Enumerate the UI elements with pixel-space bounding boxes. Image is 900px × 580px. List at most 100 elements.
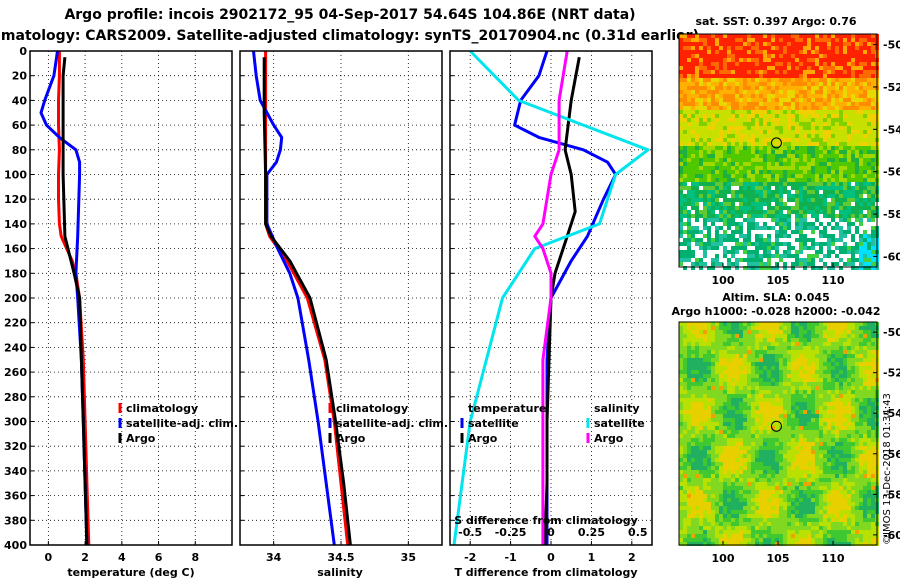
heatmap-cell [863, 90, 867, 94]
heatmap-cell [687, 206, 691, 210]
heatmap-cell [759, 234, 763, 238]
heatmap-cell [699, 362, 703, 366]
heatmap-cell [847, 358, 851, 362]
heatmap-cell [835, 126, 839, 130]
heatmap-cell [719, 346, 723, 350]
heatmap-cell [735, 186, 739, 190]
heatmap-cell [871, 362, 875, 366]
heatmap-cell [787, 378, 791, 382]
heatmap-cell [871, 414, 875, 418]
heatmap-cell [715, 86, 719, 90]
heatmap-cell [863, 386, 867, 390]
heatmap-cell [723, 462, 727, 466]
heatmap-cell [759, 366, 763, 370]
heatmap-cell [691, 390, 695, 394]
heatmap-cell [831, 370, 835, 374]
heatmap-cell [819, 186, 823, 190]
heatmap-cell [687, 242, 691, 246]
heatmap-cell [803, 430, 807, 434]
heatmap-cell [839, 366, 843, 370]
heatmap-cell [727, 174, 731, 178]
heatmap-cell [791, 330, 795, 334]
heatmap-cell [679, 246, 683, 250]
heatmap-cell [695, 266, 699, 270]
heatmap-cell [871, 54, 875, 58]
heatmap-cell [715, 94, 719, 98]
heatmap-cell [831, 86, 835, 90]
heatmap-cell [855, 46, 859, 50]
heatmap-cell [803, 154, 807, 158]
heatmap-cell [823, 178, 827, 182]
heatmap-cell [775, 130, 779, 134]
heatmap-cell [735, 374, 739, 378]
heatmap-cell [783, 406, 787, 410]
heatmap-cell [843, 414, 847, 418]
heatmap-cell [819, 370, 823, 374]
heatmap-cell [831, 454, 835, 458]
heatmap-cell [811, 94, 815, 98]
heatmap-cell [811, 182, 815, 186]
heatmap-cell [703, 418, 707, 422]
heatmap-cell [775, 406, 779, 410]
heatmap-cell [767, 134, 771, 138]
heatmap-cell [843, 50, 847, 54]
heatmap-cell [847, 38, 851, 42]
heatmap-cell [779, 378, 783, 382]
heatmap-cell [823, 230, 827, 234]
heatmap-cell [747, 370, 751, 374]
heatmap-cell [795, 390, 799, 394]
heatmap-cell [839, 394, 843, 398]
heatmap-cell [775, 262, 779, 266]
heatmap-cell [811, 162, 815, 166]
heatmap-cell [823, 182, 827, 186]
heatmap-cell [871, 374, 875, 378]
heatmap-cell [871, 458, 875, 462]
heatmap-cell [795, 354, 799, 358]
heatmap-cell [691, 342, 695, 346]
heatmap-cell [795, 410, 799, 414]
heatmap-cell [719, 198, 723, 202]
heatmap-cell [791, 358, 795, 362]
heatmap-cell [823, 170, 827, 174]
heatmap-cell [747, 74, 751, 78]
heatmap-cell [723, 446, 727, 450]
heatmap-cell [855, 90, 859, 94]
heatmap-cell [859, 186, 863, 190]
heatmap-cell [687, 266, 691, 270]
heatmap-cell [795, 166, 799, 170]
heatmap-cell [787, 54, 791, 58]
heatmap-cell [779, 42, 783, 46]
heatmap-cell [811, 234, 815, 238]
heatmap-cell [691, 414, 695, 418]
heatmap-cell [771, 166, 775, 170]
heatmap-cell [707, 358, 711, 362]
heatmap-cell [707, 58, 711, 62]
heatmap-cell [851, 106, 855, 110]
heatmap-cell [787, 266, 791, 270]
heatmap-cell [839, 450, 843, 454]
heatmap-cell [679, 426, 683, 430]
heatmap-cell [747, 462, 751, 466]
heatmap-cell [735, 430, 739, 434]
heatmap-cell [839, 382, 843, 386]
heatmap-cell [723, 414, 727, 418]
heatmap-cell [707, 454, 711, 458]
heatmap-cell [795, 234, 799, 238]
heatmap-cell [835, 454, 839, 458]
heatmap-cell [727, 266, 731, 270]
heatmap-cell [731, 54, 735, 58]
xtick-label: 0 [547, 551, 555, 564]
heatmap-cell [719, 370, 723, 374]
heatmap-cell [691, 206, 695, 210]
heatmap-cell [759, 266, 763, 270]
heatmap-cell [863, 130, 867, 134]
heatmap-cell [827, 250, 831, 254]
heatmap-cell [771, 446, 775, 450]
heatmap-cell [831, 374, 835, 378]
heatmap-cell [795, 158, 799, 162]
heatmap-cell [811, 230, 815, 234]
heatmap-cell [767, 138, 771, 142]
heatmap-cell [791, 122, 795, 126]
heatmap-cell [695, 90, 699, 94]
heatmap-cell [699, 334, 703, 338]
